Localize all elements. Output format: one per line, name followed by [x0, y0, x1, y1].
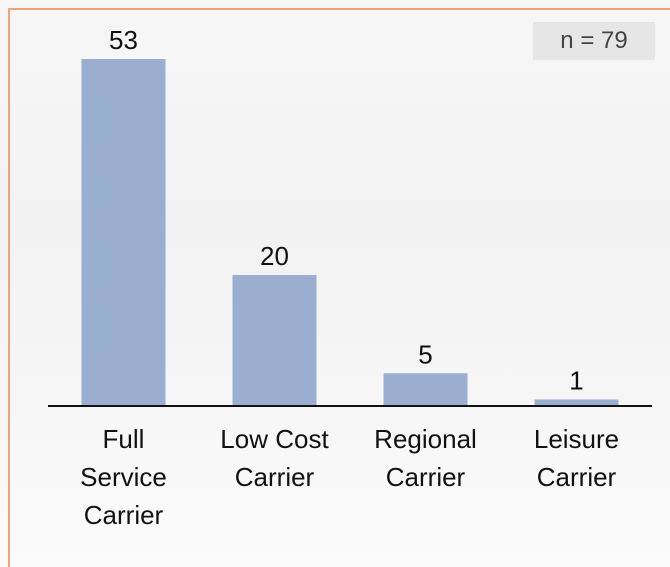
x-tick-label: Full Service Carrier: [80, 424, 167, 530]
x-tick-label: Low Cost Carrier: [220, 424, 329, 492]
value-label: 53: [109, 25, 138, 55]
value-label: 1: [569, 365, 583, 395]
bar: [383, 373, 468, 406]
bar: [534, 399, 619, 406]
value-label: 20: [260, 241, 289, 271]
bar: [232, 275, 317, 406]
x-tick-label: Regional Carrier: [374, 424, 477, 492]
value-label: 5: [418, 339, 432, 369]
frame: [8, 8, 670, 567]
x-tick-label: Leisure Carrier: [533, 424, 620, 492]
bar: [81, 59, 166, 406]
sample-size-note: n = 79: [533, 22, 655, 60]
